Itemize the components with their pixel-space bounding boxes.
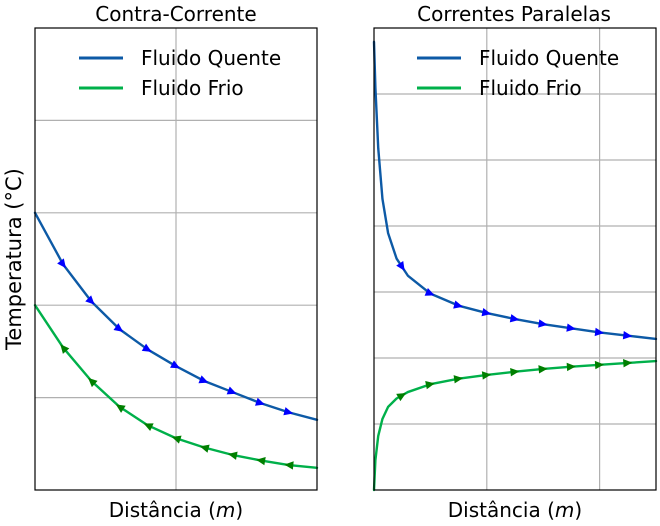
parallel-xlabel: Distância (m) <box>448 498 582 522</box>
parallel-legend-hot-label: Fluido Quente <box>479 46 619 70</box>
parallel-cold-flow-arrow <box>538 365 548 374</box>
counterflow-cold-flow-arrow <box>256 457 266 466</box>
counterflow-title: Contra-Corrente <box>95 2 256 26</box>
counterflow-hot-flow-arrow <box>170 360 180 369</box>
parallel-hot-fluid-line <box>372 40 658 341</box>
parallel-cold-flow-arrow <box>425 380 435 390</box>
counterflow-hot-flow-arrow <box>113 323 124 332</box>
counterflow-legend-hot-label: Fluido Quente <box>141 46 281 70</box>
parallel-cold-flow-arrow <box>566 362 576 372</box>
counterflow-legend: Fluido Quente Fluido Frio <box>79 46 281 100</box>
counterflow-cold-flow-arrow <box>171 435 182 444</box>
parallel-cold-flow-arrow <box>396 393 407 402</box>
parallel-cold-flow-arrow <box>594 360 605 370</box>
parallel-hot-flow-arrow <box>538 319 548 328</box>
counterflow-hot-flow-arrow <box>198 375 209 384</box>
counterflow-hot-flow-arrow <box>85 295 95 305</box>
counterflow-xlabel: Distância (m) <box>109 498 243 522</box>
parallel-hot-flow-arrow <box>594 327 605 337</box>
counterflow-legend-cold-label: Fluido Frio <box>141 76 244 100</box>
parallel-title: Correntes Paralelas <box>417 2 611 26</box>
counterflow-panel: Contra-Corrente Distância (m) Fluido Que… <box>33 2 319 522</box>
counterflow-cold-flow-arrow <box>227 451 238 460</box>
parallel-hot-flow-arrow <box>453 300 463 309</box>
parallel-hot-flow-arrow <box>396 261 405 271</box>
counterflow-cold-flow-arrow <box>199 444 210 453</box>
parallel-curves <box>372 40 658 492</box>
parallel-hot-flow-arrow <box>424 288 435 296</box>
parallel-plot-area <box>374 28 656 490</box>
parallel-hot-flow-arrow <box>481 308 492 317</box>
parallel-grid <box>374 28 656 490</box>
parallel-hot-flow-arrow <box>566 323 576 332</box>
counterflow-hot-flow-arrow <box>57 258 66 269</box>
counterflow-hot-flow-arrow <box>255 397 265 406</box>
parallel-legend-cold-label: Fluido Frio <box>479 76 582 100</box>
counterflow-hot-flow-arrow <box>226 386 237 395</box>
counterflow-cold-flow-arrow <box>284 461 294 470</box>
counterflow-cold-flow-arrow <box>115 404 126 413</box>
parallel-flow-panel: Correntes Paralelas Distância (m) Fluido… <box>372 2 658 522</box>
parallel-hot-flow-arrow <box>622 331 633 340</box>
counterflow-grid <box>35 28 317 490</box>
parallel-legend: Fluido Quente Fluido Frio <box>417 46 619 100</box>
figure-ylabel: Temperatura (°C) <box>2 168 26 351</box>
counterflow-hot-flow-arrow <box>283 407 294 416</box>
parallel-hot-flow-arrow <box>509 314 520 323</box>
parallel-cold-flow-arrow <box>623 359 633 368</box>
parallel-cold-flow-arrow <box>510 367 520 377</box>
parallel-cold-flow-arrow <box>481 371 492 380</box>
parallel-axes-frame <box>373 27 657 491</box>
counterflow-curves <box>33 211 319 470</box>
counterflow-hot-flow-arrow <box>141 343 152 352</box>
parallel-cold-fluid-line <box>372 359 658 492</box>
counterflow-axes-frame <box>34 27 318 491</box>
counterflow-cold-flow-arrow <box>88 377 98 388</box>
counterflow-cold-flow-arrow <box>60 344 70 354</box>
counterflow-cold-flow-arrow <box>143 423 154 432</box>
parallel-cold-flow-arrow <box>453 375 464 384</box>
